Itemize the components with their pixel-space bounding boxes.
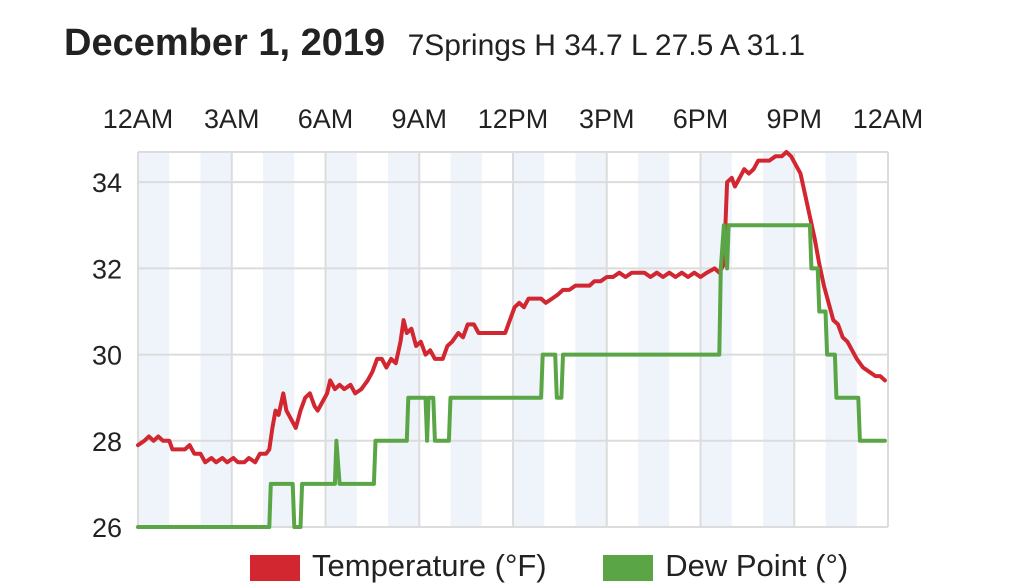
series-lines [136, 150, 887, 529]
x-tick-label: 12PM [478, 104, 549, 134]
legend-label-temperature: Temperature (°F) [312, 548, 547, 583]
y-tick-label: 28 [92, 427, 122, 457]
x-tick-label: 9PM [766, 104, 822, 134]
hour-band [575, 152, 607, 527]
y-axis-ticks: 26 28 30 32 34 [92, 168, 122, 543]
legend-swatch-temperature [250, 554, 300, 581]
x-axis-ticks: 12AM 3AM 6AM 9AM 12PM 3PM 6PM 9PM 12AM [103, 104, 924, 134]
y-tick-label: 30 [92, 341, 122, 371]
hour-band [138, 152, 170, 527]
hour-band [200, 152, 232, 527]
hour-band [638, 152, 670, 527]
legend-label-dew-point: Dew Point (°) [665, 548, 849, 583]
x-tick-label: 9AM [391, 104, 447, 134]
x-tick-label: 3PM [579, 104, 635, 134]
x-tick-label: 12AM [853, 104, 924, 134]
chart-title-stats: 7Springs H 34.7 L 27.5 A 31.1 [407, 29, 806, 62]
temperature-line [136, 150, 887, 465]
hour-bands [138, 152, 857, 527]
chart-legend: Temperature (°F) Dew Point (°) [250, 548, 896, 584]
legend-item-temperature[interactable]: Temperature (°F) [250, 548, 547, 584]
x-tick-label: 6AM [298, 104, 354, 134]
legend-item-dew-point[interactable]: Dew Point (°) [603, 548, 848, 584]
hour-band [513, 152, 545, 527]
y-tick-label: 34 [92, 168, 122, 198]
x-tick-label: 6PM [673, 104, 729, 134]
legend-swatch-dew-point [603, 554, 654, 581]
hour-band [825, 152, 857, 527]
x-tick-label: 12AM [103, 104, 174, 134]
y-tick-label: 26 [92, 513, 122, 543]
chart-title-row: December 1, 2019 7Springs H 34.7 L 27.5 … [64, 22, 805, 72]
y-tick-label: 32 [92, 254, 122, 284]
hour-band [263, 152, 295, 527]
dew-point-line [136, 223, 887, 529]
chart-title-date: December 1, 2019 [64, 22, 386, 64]
hour-band [325, 152, 357, 527]
grid-lines [137, 151, 889, 528]
x-tick-label: 3AM [204, 104, 260, 134]
hour-band [763, 152, 795, 527]
